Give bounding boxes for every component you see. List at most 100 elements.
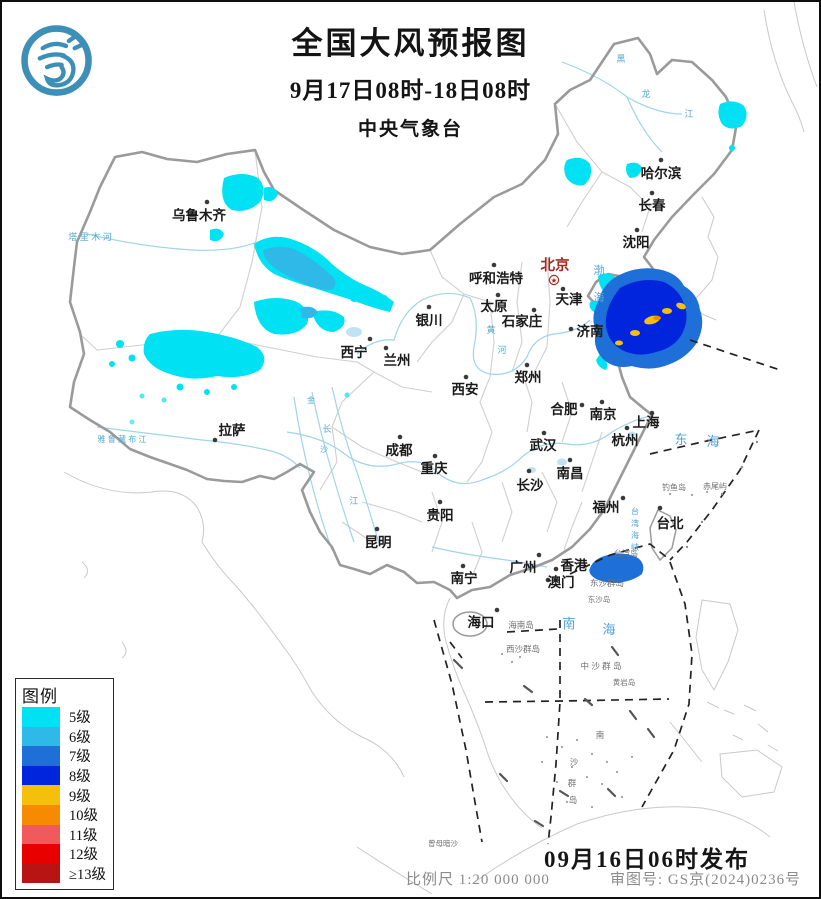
city-label: 太原 — [481, 298, 508, 314]
legend-label: 8级 — [69, 769, 91, 786]
city-label: 台北 — [657, 515, 685, 531]
legend-row: 9级 — [22, 785, 113, 805]
city-marker — [460, 563, 466, 569]
legend-swatch — [22, 785, 60, 805]
city-marker — [531, 307, 537, 313]
city-marker — [437, 499, 443, 505]
legend-row: 5级 — [22, 707, 113, 727]
city-marker — [560, 286, 566, 292]
city-marker — [624, 425, 630, 431]
legend-row: ≥13级 — [22, 863, 113, 884]
legend-label: 5级 — [69, 710, 91, 727]
legend-label: 6级 — [69, 729, 91, 746]
legend-swatch — [22, 726, 60, 747]
city-label: 兰州 — [384, 352, 411, 368]
city-label: 乌鲁木齐 — [172, 207, 226, 223]
river-label: 河 — [497, 344, 506, 355]
legend-row: 8级 — [22, 765, 113, 786]
legend-label: 11级 — [69, 827, 98, 844]
island-label: 群 — [568, 778, 577, 788]
city-marker — [495, 292, 501, 298]
wind-area-level8 — [605, 280, 687, 355]
legend-swatch — [22, 844, 60, 864]
city-label: 西宁 — [341, 344, 368, 360]
legend-label: 9级 — [69, 788, 91, 805]
city-label: 杭州 — [612, 432, 639, 448]
river-label: 龙 — [641, 88, 650, 99]
city-marker — [432, 453, 438, 459]
legend-row: 11级 — [22, 824, 113, 845]
city-label: 呼和浩特 — [469, 270, 523, 286]
legend-swatch — [22, 804, 60, 825]
capital-marker — [548, 274, 560, 286]
legend-row: 7级 — [22, 746, 113, 766]
wind-area-level6 — [263, 246, 336, 319]
city-marker — [567, 457, 573, 463]
city-label: 上海 — [633, 414, 661, 430]
city-marker — [553, 566, 559, 572]
legend-title: 图例 — [22, 687, 58, 706]
capital-star-icon: ★ — [551, 276, 558, 285]
city-label: 石家庄 — [501, 313, 543, 329]
capital-label: 北京 — [541, 256, 570, 274]
island-label: 岛 — [569, 795, 578, 805]
legend-swatch — [22, 765, 60, 786]
city-marker — [536, 552, 542, 558]
city-marker — [657, 505, 663, 511]
city-label: 西安 — [452, 381, 479, 397]
city-label: 合肥 — [551, 401, 579, 417]
legend-row: 10级 — [22, 804, 113, 825]
city-marker — [568, 326, 574, 332]
city-marker — [494, 607, 500, 613]
publish-time: 09月16日06时发布 — [544, 847, 750, 872]
city-label: 重庆 — [421, 460, 448, 476]
island-group-marks — [452, 645, 656, 828]
city-label: 拉萨 — [219, 422, 246, 438]
cma-logo — [21, 25, 92, 96]
city-label: 南昌 — [557, 465, 584, 481]
page-title: 全国大风预报图 — [291, 26, 530, 61]
river-label: 金 — [307, 395, 315, 405]
legend-row: 6级 — [22, 726, 113, 747]
rivers — [86, 61, 683, 568]
legend-swatch — [22, 707, 60, 727]
river-label: 黄 — [486, 324, 495, 335]
city-label: 济南 — [577, 323, 604, 339]
sea-label: 海 — [706, 434, 719, 449]
city-label: 武汉 — [530, 437, 558, 453]
city-marker — [491, 262, 497, 268]
city-marker — [579, 402, 585, 408]
city-label: 天津 — [556, 291, 584, 307]
river-label: 黑 — [616, 54, 625, 64]
legend-label: 12级 — [69, 847, 98, 864]
legend-swatch — [22, 746, 60, 766]
city-marker — [634, 227, 640, 233]
legend-label: 10级 — [69, 808, 98, 825]
river-label: 江 — [349, 496, 358, 506]
island-label: 台湾岛 — [614, 548, 638, 558]
sea-label: 海 — [602, 622, 615, 637]
legend-label: 7级 — [69, 749, 91, 766]
city-marker — [620, 495, 626, 501]
island-label: 钓鱼岛 — [662, 482, 686, 492]
city-label: 沈阳 — [623, 234, 650, 250]
island-label: 曾母暗沙 — [428, 838, 458, 848]
city-label: 南京 — [590, 406, 617, 422]
river-label: 塔 里 木 河 — [68, 231, 112, 242]
island-label: 东沙群岛 — [590, 578, 624, 588]
city-label: 海口 — [468, 614, 495, 630]
province-borders — [79, 103, 651, 578]
city-marker — [463, 374, 469, 380]
island-label: 海南岛 — [508, 620, 534, 630]
small-islets — [501, 440, 759, 808]
cma-logo-ring — [21, 25, 92, 96]
city-marker — [426, 304, 432, 310]
city-marker — [526, 468, 532, 474]
city-marker — [204, 199, 210, 205]
hainan-island — [452, 611, 488, 637]
sea-label: 南 — [562, 616, 575, 631]
city-marker — [541, 430, 547, 436]
agency-name: 中央气象台 — [357, 119, 463, 140]
